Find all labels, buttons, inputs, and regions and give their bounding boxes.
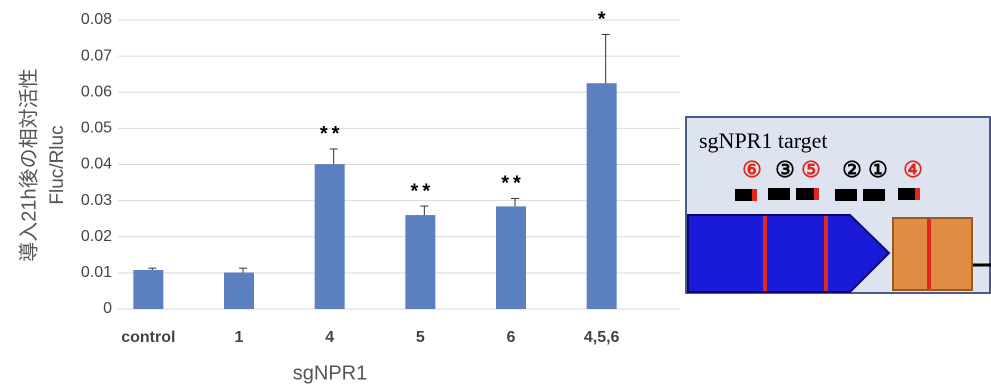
x-tick-label: 6: [507, 329, 516, 346]
diagram: sgNPR1 target ⑥ ③ ⑤ ② ① ④: [685, 116, 991, 294]
bar: [314, 164, 345, 309]
bar: [496, 206, 526, 309]
bar: [586, 83, 617, 309]
bar: [405, 215, 436, 309]
gene-arrow: [687, 214, 891, 293]
guide-marks: [735, 188, 920, 201]
site-label: ②: [842, 157, 862, 182]
y-label: 導入21h後の相対活性: [17, 68, 40, 261]
x-tick-label: 4: [325, 329, 334, 346]
x-tick-label: control: [121, 329, 175, 346]
site-label: ④: [903, 157, 923, 182]
significance: *: [598, 9, 610, 31]
y-tick-label: 0.01: [81, 264, 112, 281]
y-tick-label: 0.04: [81, 156, 112, 173]
y-axis-title: 導入21h後の相対活性 Fluc/Rluc: [17, 68, 68, 261]
x-axis-title: sgNPR1: [293, 362, 367, 384]
y-tick-label: 0.07: [81, 47, 112, 64]
y-tick-label: 0.06: [81, 83, 112, 100]
y-tick-label: 0.08: [81, 11, 112, 28]
y-tick-label: 0: [103, 300, 112, 317]
significance: **: [501, 173, 525, 195]
x-tick-label: 1: [235, 329, 244, 346]
site-label: ⑥: [742, 157, 762, 182]
plot: 0 0.01 0.02 0.03 0.04 0.05 0.06 0.07 0.08 control…: [81, 9, 680, 346]
site-label: ⑤: [801, 157, 821, 182]
bar: [224, 272, 254, 309]
y-tick-label: 0.03: [81, 192, 112, 209]
site-label: ③: [775, 157, 795, 182]
significance: **: [320, 123, 344, 145]
y-tick-label: 0.02: [81, 228, 112, 245]
significance: **: [411, 180, 435, 202]
site-label: ①: [868, 157, 888, 182]
diagram-title: sgNPR1 target: [699, 128, 828, 153]
x-tick-label: 4,5,6: [584, 329, 620, 346]
exon-box: [892, 217, 973, 291]
y-tick-label: 0.05: [81, 120, 112, 137]
x-tick-label: 5: [416, 329, 425, 346]
bar: [133, 269, 164, 309]
y-label: Fluc/Rluc: [47, 125, 68, 204]
